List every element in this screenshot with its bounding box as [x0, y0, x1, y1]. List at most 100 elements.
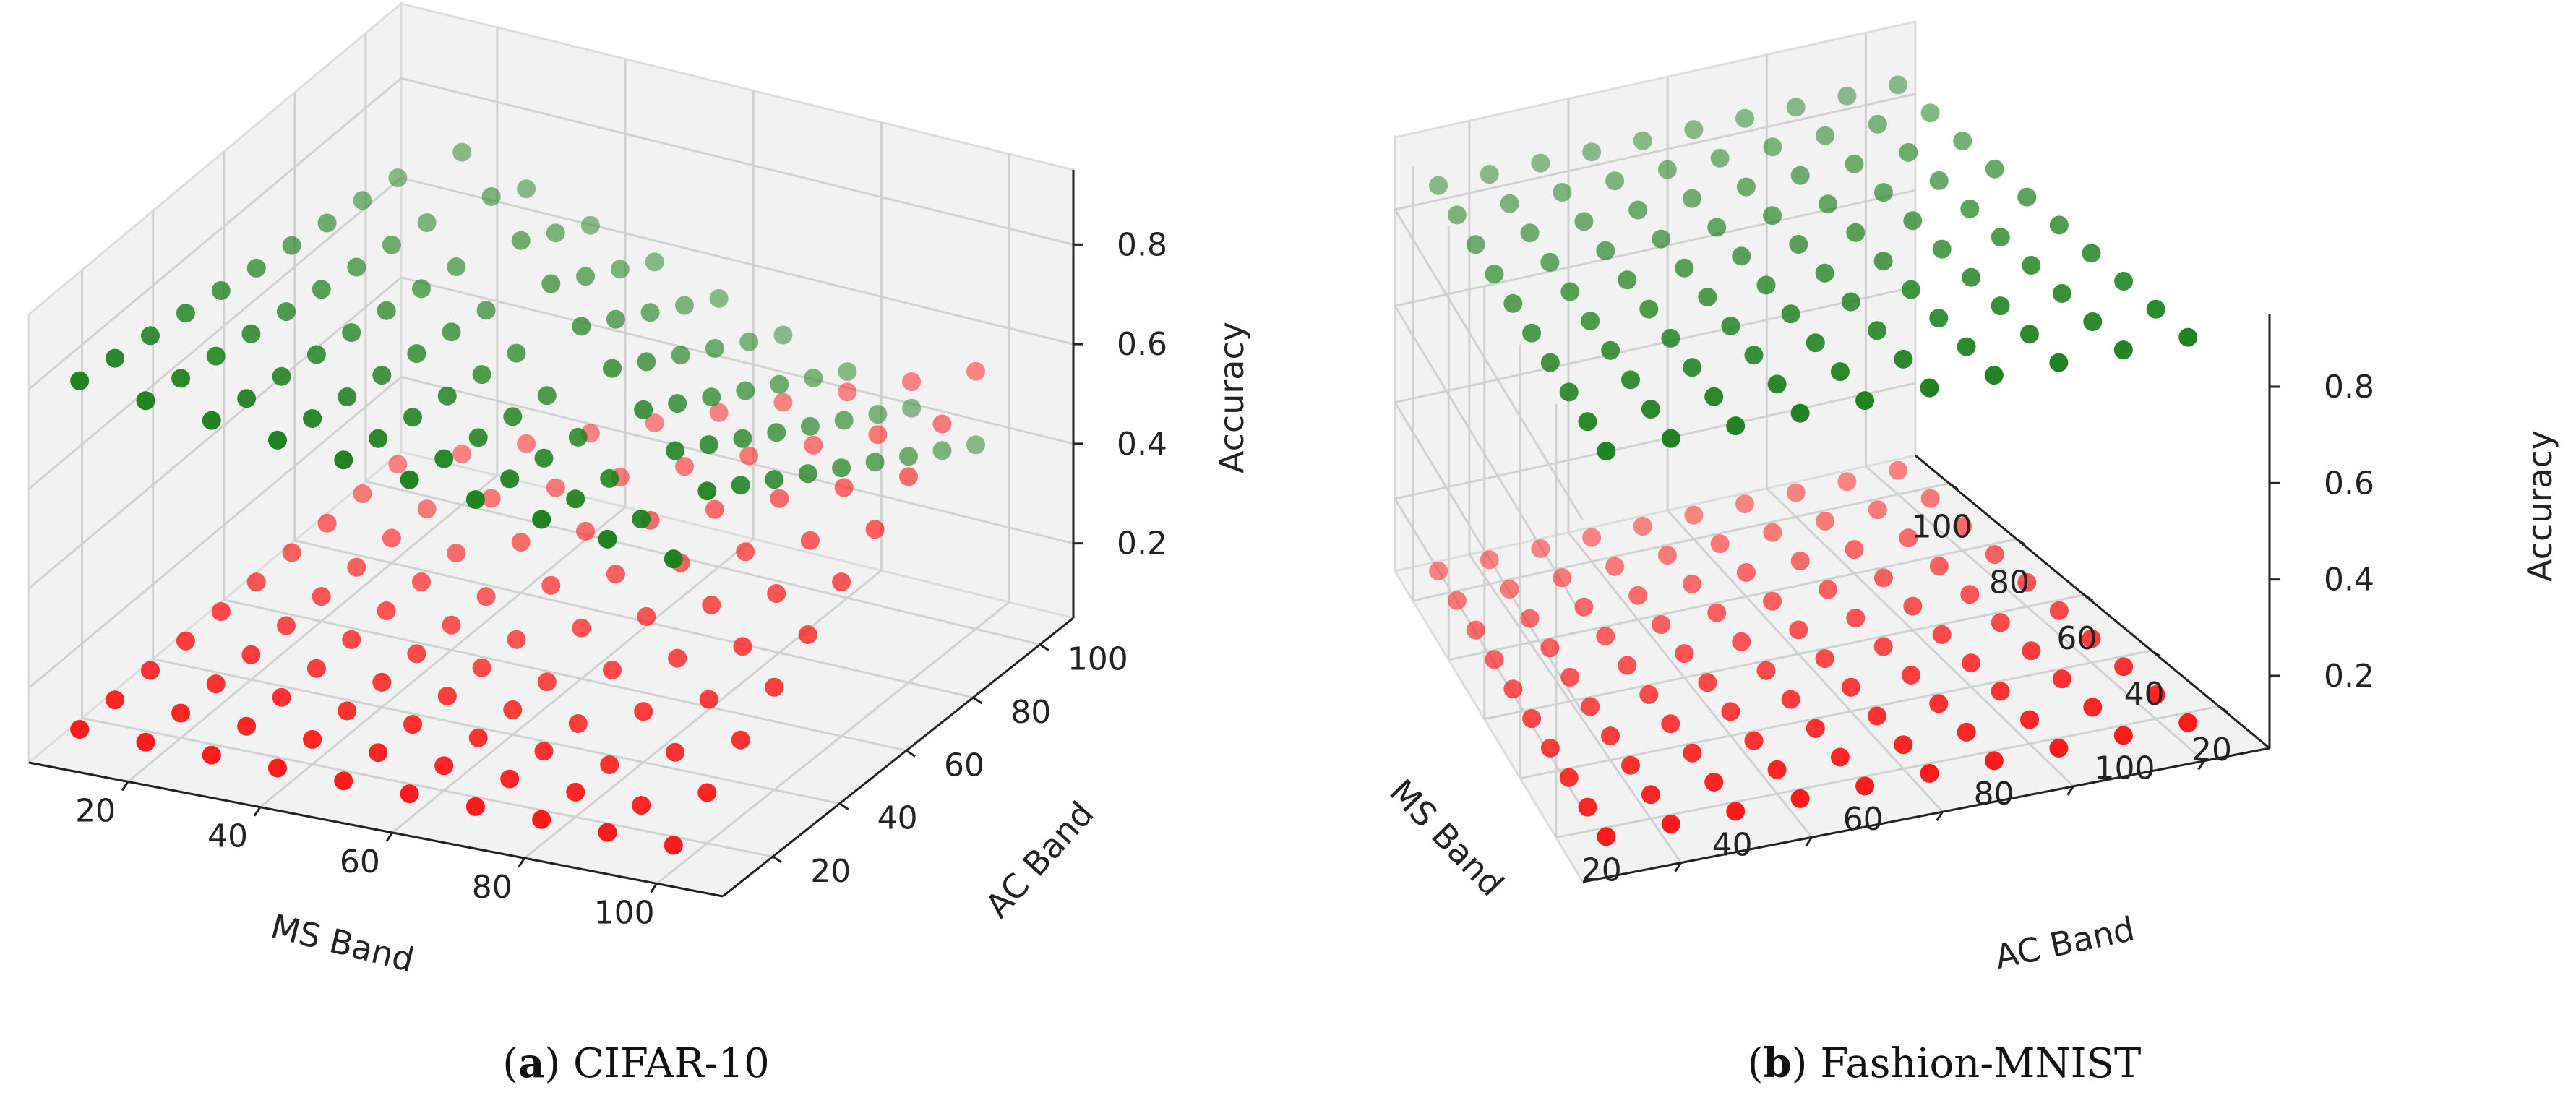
grid-line-x: [391, 538, 755, 834]
data-point: [804, 435, 823, 455]
data-point: [1657, 546, 1677, 565]
data-point: [566, 782, 585, 802]
data-point: [804, 368, 823, 387]
data-point: [347, 557, 366, 577]
data-point: [1675, 644, 1694, 664]
data-point: [1815, 263, 1834, 283]
data-point: [1756, 661, 1776, 680]
data-point: [353, 191, 372, 210]
data-point: [171, 703, 191, 723]
data-point: [1991, 296, 2010, 316]
y-tick-label: 40: [2124, 676, 2165, 713]
data-point: [2083, 312, 2103, 331]
data-point: [1953, 132, 1972, 150]
data-point: [1815, 649, 1834, 669]
y-tick-label: 60: [944, 747, 984, 784]
data-point: [731, 730, 750, 750]
grid-line-x: [127, 474, 498, 783]
chart-b-caption-letter: b: [1764, 1039, 1792, 1087]
data-point: [382, 528, 401, 548]
data-point: [1953, 517, 1972, 536]
x-tick-label: 40: [1712, 826, 1753, 863]
x-tick-mark: [518, 857, 525, 867]
data-point: [603, 660, 622, 679]
data-point: [277, 302, 296, 322]
data-point: [668, 648, 687, 668]
y-tick-mark: [1039, 643, 1049, 651]
data-point: [675, 296, 694, 315]
x-tick-mark: [121, 781, 129, 792]
data-point: [1485, 265, 1504, 284]
data-point: [1540, 738, 1560, 758]
data-point: [832, 458, 851, 478]
data-point: [699, 435, 718, 455]
data-point: [767, 423, 786, 442]
data-point: [2114, 657, 2134, 677]
grid-line-x: [523, 570, 883, 859]
data-point: [1920, 763, 1939, 783]
data-point: [770, 374, 789, 394]
x-tick-label: 40: [207, 818, 248, 855]
grid-line-z: [28, 77, 1074, 390]
data-point: [303, 729, 322, 749]
data-point: [1736, 563, 1756, 582]
data-point: [1522, 323, 1542, 343]
data-point: [437, 386, 457, 406]
data-point: [865, 453, 885, 472]
data-point: [417, 499, 437, 519]
data-point: [932, 441, 952, 460]
data-point: [1806, 719, 1825, 738]
chart-b-zlabel: Accuracy: [2520, 430, 2559, 582]
data-point: [1683, 358, 1702, 377]
x-tick-mark: [650, 883, 658, 893]
data-point: [317, 513, 337, 533]
data-point: [697, 783, 717, 802]
data-point: [1500, 580, 1519, 599]
data-point: [606, 309, 625, 329]
data-point: [334, 771, 353, 791]
data-point: [206, 674, 226, 694]
data-point: [838, 362, 857, 382]
data-point: [1894, 349, 1913, 369]
data-point: [1628, 586, 1648, 605]
data-point: [1889, 460, 1907, 480]
data-point: [1960, 199, 1980, 218]
data-point: [966, 435, 985, 455]
chart-a-points: [70, 142, 985, 855]
data-point: [106, 690, 125, 710]
y-tick-mark: [2150, 649, 2161, 658]
data-point: [1735, 108, 1754, 128]
data-point: [1929, 309, 1949, 328]
data-point: [1582, 142, 1602, 162]
grid-line-y: [1520, 649, 2152, 780]
data-point: [1899, 528, 1918, 548]
chart-a-xlabel: MS Band: [267, 906, 418, 979]
data-point: [534, 742, 554, 761]
data-point: [1721, 317, 1740, 336]
data-point: [272, 687, 291, 707]
data-point: [372, 672, 392, 692]
data-point: [899, 467, 918, 486]
chart-a-caption-letter: a: [518, 1039, 544, 1087]
data-point: [202, 745, 221, 765]
data-point: [1466, 620, 1485, 640]
data-point: [640, 303, 660, 322]
data-point: [1735, 494, 1754, 514]
data-point: [1932, 239, 1952, 259]
data-point: [675, 457, 694, 476]
chart-b-ylabel: AC Band: [1991, 909, 2137, 977]
data-point: [481, 489, 501, 508]
data-point: [832, 572, 851, 592]
data-point: [1984, 751, 2004, 771]
y-tick-label: 80: [1989, 565, 2030, 601]
data-point: [1868, 321, 1886, 340]
grid-line-y: [223, 599, 907, 752]
x-tick-label: 20: [1581, 852, 1622, 889]
data-point: [500, 769, 520, 789]
grid-line-x: [1865, 466, 2205, 762]
z-tick-label: 0.2: [2324, 658, 2374, 695]
data-point: [2020, 325, 2039, 344]
data-point: [1962, 267, 1981, 287]
data-point: [1683, 574, 1701, 593]
data-point: [736, 381, 755, 400]
